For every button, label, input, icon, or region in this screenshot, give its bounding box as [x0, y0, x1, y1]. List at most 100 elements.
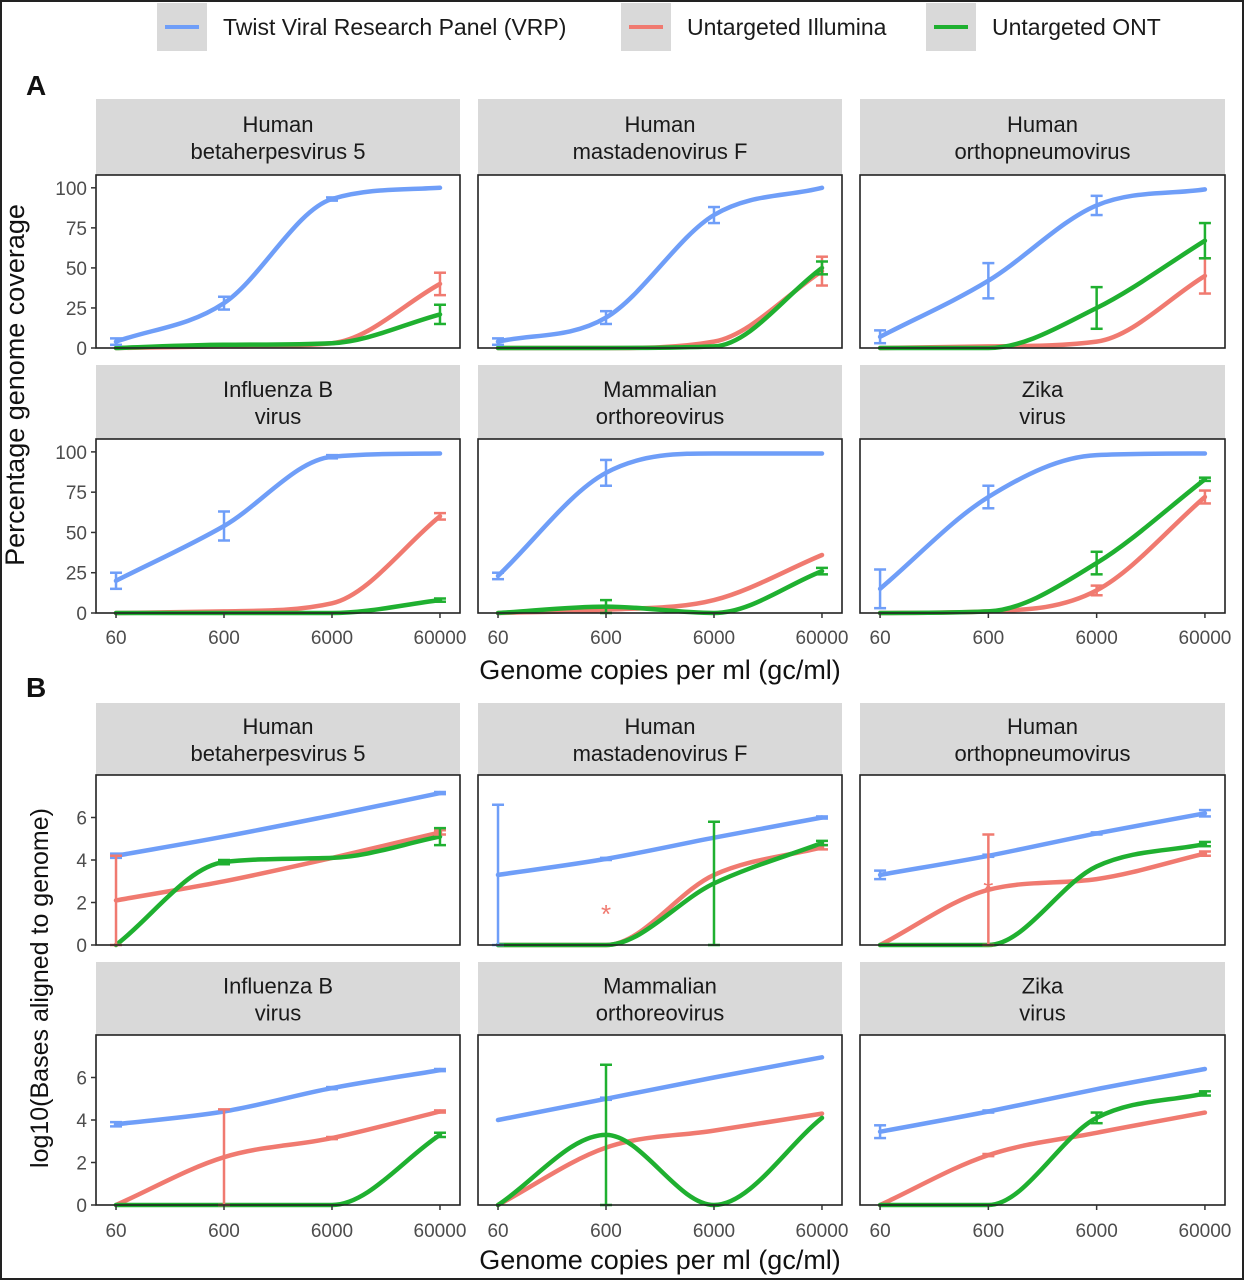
error-bar — [110, 337, 123, 347]
facet-strip — [96, 365, 460, 439]
error-bar — [982, 484, 995, 510]
error-bar — [1090, 584, 1103, 597]
y-tick-label: 75 — [66, 483, 87, 504]
x-axis-title: Genome copies per ml (gc/ml) — [479, 1245, 841, 1275]
plot-border — [477, 438, 843, 614]
x-tick-label: 60 — [105, 1221, 126, 1242]
facet-title-line2: orthopneumovirus — [954, 741, 1130, 766]
error-bar — [600, 309, 613, 326]
series-line — [113, 312, 443, 351]
facet-title-line2: virus — [255, 1001, 301, 1026]
facet-strip — [96, 99, 460, 175]
plot-area — [96, 439, 460, 613]
series-line — [495, 451, 825, 579]
y-tick-label: 75 — [66, 219, 87, 240]
y-tick-label: 50 — [66, 523, 87, 544]
series-line — [495, 1111, 825, 1208]
facet-title-line2: orthopneumovirus — [954, 139, 1130, 164]
series-line — [113, 834, 443, 948]
facet-title-line2: betaherpesvirus 5 — [191, 741, 366, 766]
facet-title-line1: Zika — [1022, 974, 1064, 999]
legend-item: Untargeted Illumina — [621, 3, 887, 51]
x-tick-label: 600 — [973, 1221, 1005, 1242]
series-line — [877, 811, 1208, 878]
plot-border — [859, 174, 1226, 349]
plot-area — [478, 439, 842, 613]
error-bar — [1198, 808, 1211, 818]
series-line — [113, 1109, 443, 1208]
facet-title-line1: Influenza B — [223, 974, 333, 999]
x-tick-label: 60 — [870, 1221, 891, 1242]
series-line — [877, 451, 1208, 592]
series-line — [113, 185, 443, 344]
facet-strip — [860, 962, 1225, 1035]
plot-area — [96, 175, 460, 348]
y-tick-label: 4 — [76, 851, 87, 872]
error-bar — [1090, 1111, 1103, 1125]
facet-strip — [860, 99, 1225, 175]
x-tick-label: 60 — [105, 628, 126, 649]
y-tick-label: 50 — [66, 259, 87, 280]
x-tick-label: 6000 — [693, 628, 735, 649]
x-tick-label: 60000 — [1179, 628, 1232, 649]
plot-border — [477, 1034, 843, 1206]
legend-item: Twist Viral Research Panel (VRP) — [157, 3, 566, 51]
series-line — [495, 568, 825, 616]
series-line — [495, 1115, 825, 1208]
error-bar — [433, 1131, 446, 1139]
error-bar — [433, 1109, 446, 1114]
facet-title-line2: orthoreovirus — [596, 1001, 724, 1026]
error-bar — [218, 858, 231, 866]
x-tick-label: 600 — [208, 628, 240, 649]
error-bar — [1198, 489, 1211, 505]
facet-strip — [478, 962, 842, 1035]
error-bar — [1090, 285, 1103, 331]
y-tick-label: 0 — [76, 1196, 87, 1217]
error-bar — [982, 1109, 995, 1114]
error-bar — [1198, 850, 1211, 857]
legend: Twist Viral Research Panel (VRP) Untarget… — [157, 3, 1161, 51]
error-bar — [982, 1152, 995, 1158]
plot-area — [478, 175, 842, 348]
error-bar — [815, 260, 828, 276]
error-bar — [110, 571, 123, 591]
y-tick-label: 6 — [76, 1069, 87, 1090]
error-bar — [433, 597, 446, 603]
x-tick-label: 60000 — [414, 628, 467, 649]
facet-title-line2: mastadenovirus F — [573, 741, 748, 766]
x-tick-label: 6000 — [311, 628, 353, 649]
x-tick-label: 60 — [487, 1221, 508, 1242]
x-tick-label: 60 — [870, 628, 891, 649]
x-tick-label: 6000 — [1076, 1221, 1118, 1242]
facet-title-line2: virus — [255, 404, 301, 429]
facet-title-line2: virus — [1019, 1001, 1065, 1026]
series-line — [877, 187, 1208, 340]
legend-item: Untargeted ONT — [926, 3, 1161, 51]
error-bar — [815, 839, 828, 847]
facet-title-line2: betaherpesvirus 5 — [191, 139, 366, 164]
facet-title-line1: Human — [625, 714, 696, 739]
facet-strip — [478, 99, 842, 175]
facet-strip — [860, 703, 1225, 775]
x-tick-label: 60 — [487, 628, 508, 649]
plot-area — [860, 439, 1225, 613]
facet-title-line2: virus — [1019, 404, 1065, 429]
series-line — [113, 451, 443, 584]
error-bar — [433, 511, 446, 521]
panel-letter: A — [26, 70, 46, 101]
series-line — [495, 815, 825, 878]
legend-label: Twist Viral Research Panel (VRP) — [223, 14, 566, 40]
y-tick-label: 4 — [76, 1111, 87, 1132]
error-bar — [600, 458, 613, 487]
y-axis-title: log10(Bases aligned to genome) — [26, 808, 54, 1168]
plot-area — [860, 175, 1225, 348]
facet-strip — [96, 703, 460, 775]
error-bar — [982, 261, 995, 300]
